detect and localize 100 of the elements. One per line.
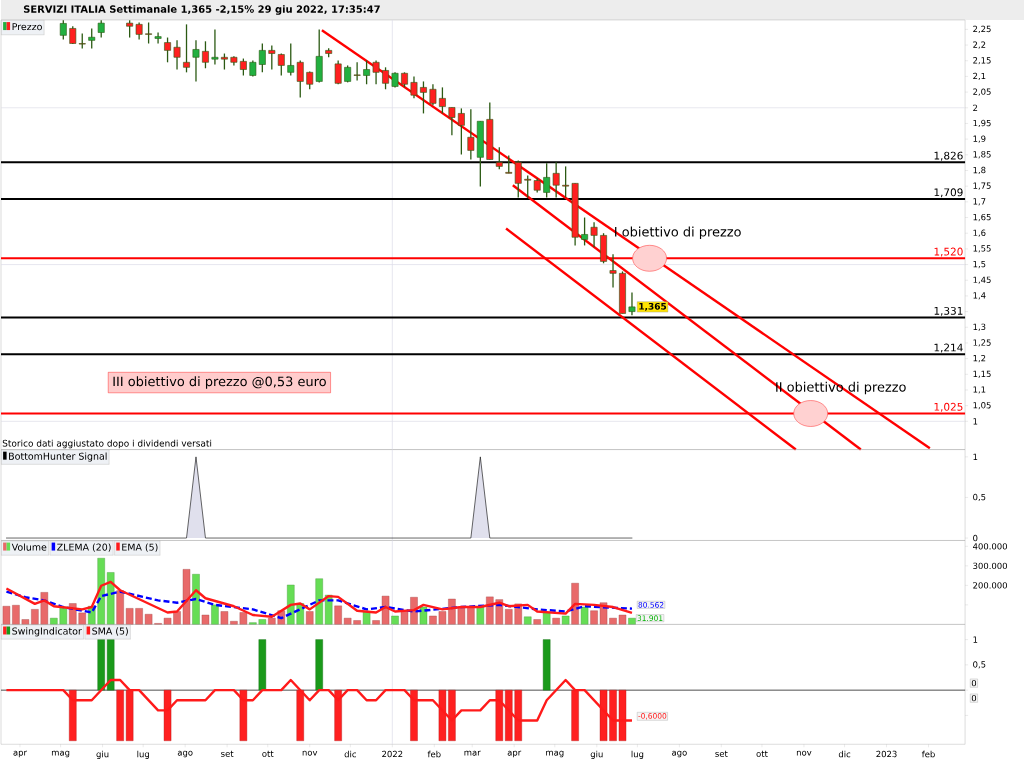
candlestick [495, 146, 503, 170]
ref-line-label: 1,520 [934, 247, 963, 257]
y-tick-label: 2,05 [973, 88, 991, 96]
y-tick-label: 1,55 [973, 245, 991, 253]
y-tick-label: 1,65 [973, 213, 991, 222]
y-tick-label: 2,15 [973, 57, 991, 65]
candlestick [88, 27, 96, 50]
x-tick-label: set [221, 750, 234, 757]
x-tick-label: 2023 [876, 750, 897, 758]
y-tick-label: 1 [973, 418, 978, 425]
candlestick [363, 59, 371, 85]
x-tick-label: giu [590, 750, 603, 759]
x-tick-label: apr [13, 750, 27, 758]
bar [211, 604, 219, 625]
y-tick-label: 1,9 [973, 135, 986, 143]
candlestick [562, 165, 570, 198]
bar [580, 606, 589, 625]
candlestick [59, 19, 67, 40]
bar [306, 611, 314, 625]
x-tick-label: feb [921, 750, 935, 758]
y-tick-label: 1 [973, 453, 978, 460]
candlestick [448, 106, 456, 136]
candlestick [628, 291, 636, 316]
candlestick [268, 44, 276, 71]
y-tick-label: 0,5 [973, 493, 986, 501]
candlestick [420, 80, 427, 114]
x-tick-label: ott [756, 750, 768, 757]
text: 1,365 [639, 302, 667, 311]
y-tick-label: 0 [973, 534, 978, 542]
candlestick [590, 221, 598, 248]
bar [419, 606, 428, 625]
candlestick [524, 174, 532, 198]
ref-line-label: 1,709 [934, 188, 963, 198]
candlestick [192, 39, 200, 82]
legend-label: BottomHunter Signal [9, 452, 107, 462]
x-tick-label: giu [96, 750, 109, 759]
candlestick [372, 59, 380, 85]
candlestick [429, 83, 437, 106]
candlestick [202, 40, 209, 69]
y-tick-label: 400.000 [972, 543, 1007, 550]
bar [552, 617, 560, 625]
bar [476, 606, 485, 625]
candlestick [145, 21, 153, 45]
x-tick-label: ago [177, 750, 193, 758]
y-tick-label: 200.000 [973, 582, 1007, 589]
candlestick [164, 36, 171, 63]
line-series [5, 590, 634, 620]
y-tick-label: 1 [973, 636, 978, 643]
legend-label: ZLEMA (20) [57, 543, 111, 552]
candlestick [457, 107, 465, 156]
x-tick-label: dic [838, 750, 851, 758]
ref-line-label: 1,331 [934, 306, 963, 316]
bar [201, 614, 210, 625]
legend-label: Volume [11, 543, 47, 551]
y-tick-label: 2 [973, 104, 978, 111]
candlestick [154, 31, 162, 45]
y-tick-label: 1,1 [973, 386, 986, 394]
bar [391, 615, 399, 625]
candlestick [211, 28, 219, 66]
annotation: I obiettivo di prezzo [615, 226, 741, 239]
x-tick-label: dic [344, 750, 356, 758]
ref-line-label: 1,826 [934, 151, 963, 161]
x-tick-label: nov [302, 750, 318, 756]
y-tick-label: 0,5 [973, 661, 986, 669]
x-tick-label: ago [672, 750, 687, 758]
y-tick-label: 1,05 [973, 401, 991, 410]
line-series [5, 580, 634, 618]
x-tick-label: apr [507, 750, 522, 758]
candlestick [410, 75, 418, 99]
candlestick [609, 253, 617, 288]
ref-line-label: 1,025 [934, 402, 963, 412]
y-tick-label: 1,2 [973, 354, 986, 363]
candlestick [183, 23, 190, 73]
candlestick [552, 161, 560, 198]
y-tick-label: 1,3 [973, 323, 986, 331]
x-tick-label: nov [796, 750, 812, 756]
candlestick [581, 216, 588, 246]
x-tick-label: mag [51, 750, 70, 758]
ref-line-label: 1,214 [934, 343, 963, 353]
annotation: III obiettivo di prezzo @0,53 euro [113, 376, 326, 389]
candlestick [467, 108, 475, 161]
candlestick [173, 39, 181, 71]
x-tick-label: lug [631, 750, 644, 759]
y-tick-label: 1,85 [973, 151, 991, 159]
x-tick-label: lug [137, 750, 149, 759]
x-tick-label: feb [427, 750, 441, 758]
x-tick-label: 2022 [382, 750, 403, 758]
candlestick [439, 86, 446, 114]
y-tick-label: 1,95 [973, 119, 991, 127]
legend-label: SwingIndicator [12, 627, 82, 637]
candlestick [543, 162, 551, 198]
bar [315, 578, 323, 625]
bar [533, 619, 541, 625]
y-tick-label: 2,1 [973, 72, 986, 80]
y-tick-label: 2,25 [973, 25, 991, 33]
y-tick-label: 1,5 [973, 260, 986, 269]
bar [561, 615, 570, 625]
legend-label: EMA (5) [122, 543, 158, 552]
y-tick-label: 1,25 [973, 339, 991, 347]
x-tick-label: mar [464, 750, 481, 756]
